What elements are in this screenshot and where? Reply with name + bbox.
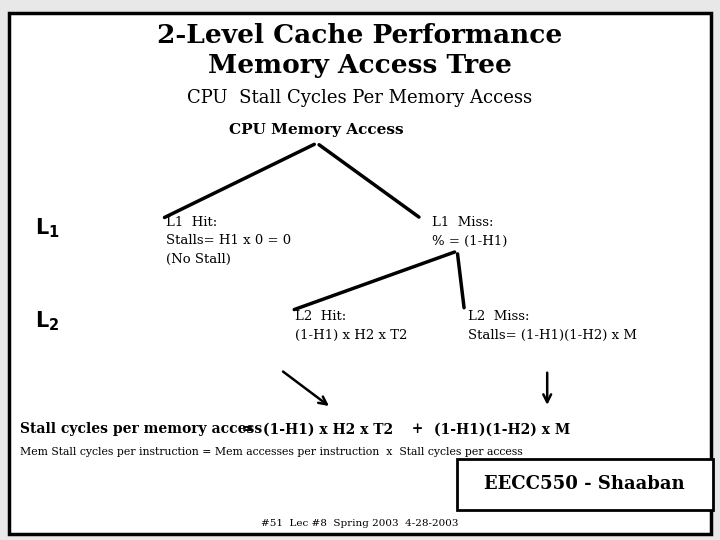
Text: (1-H1)(1-H2) x M: (1-H1)(1-H2) x M — [434, 422, 570, 436]
Text: =: = — [232, 422, 263, 436]
Text: L2  Hit:
(1-H1) x H2 x T2: L2 Hit: (1-H1) x H2 x T2 — [295, 310, 408, 342]
Text: 2-Level Cache Performance: 2-Level Cache Performance — [158, 23, 562, 48]
Text: (1-H1) x H2 x T2: (1-H1) x H2 x T2 — [263, 422, 393, 436]
Text: Stall cycles per memory access: Stall cycles per memory access — [20, 422, 262, 436]
Text: L1  Miss:
% = (1-H1): L1 Miss: % = (1-H1) — [432, 216, 508, 247]
Text: #51  Lec #8  Spring 2003  4-28-2003: #51 Lec #8 Spring 2003 4-28-2003 — [261, 519, 459, 528]
Text: $\mathbf{L}_\mathbf{1}$: $\mathbf{L}_\mathbf{1}$ — [35, 217, 59, 240]
Text: $\mathbf{L}_\mathbf{2}$: $\mathbf{L}_\mathbf{2}$ — [35, 309, 59, 333]
FancyBboxPatch shape — [9, 13, 711, 534]
Text: L2  Miss:
Stalls= (1-H1)(1-H2) x M: L2 Miss: Stalls= (1-H1)(1-H2) x M — [468, 310, 637, 342]
Text: Mem Stall cycles per instruction = Mem accesses per instruction  x  Stall cycles: Mem Stall cycles per instruction = Mem a… — [20, 447, 523, 457]
FancyBboxPatch shape — [457, 459, 713, 510]
Text: L1  Hit:
Stalls= H1 x 0 = 0
(No Stall): L1 Hit: Stalls= H1 x 0 = 0 (No Stall) — [166, 216, 291, 266]
Text: CPU Memory Access: CPU Memory Access — [230, 123, 404, 137]
Text: +: + — [402, 422, 433, 436]
Text: Memory Access Tree: Memory Access Tree — [208, 53, 512, 78]
Text: CPU  Stall Cycles Per Memory Access: CPU Stall Cycles Per Memory Access — [187, 89, 533, 107]
Text: EECC550 - Shaaban: EECC550 - Shaaban — [485, 475, 685, 494]
